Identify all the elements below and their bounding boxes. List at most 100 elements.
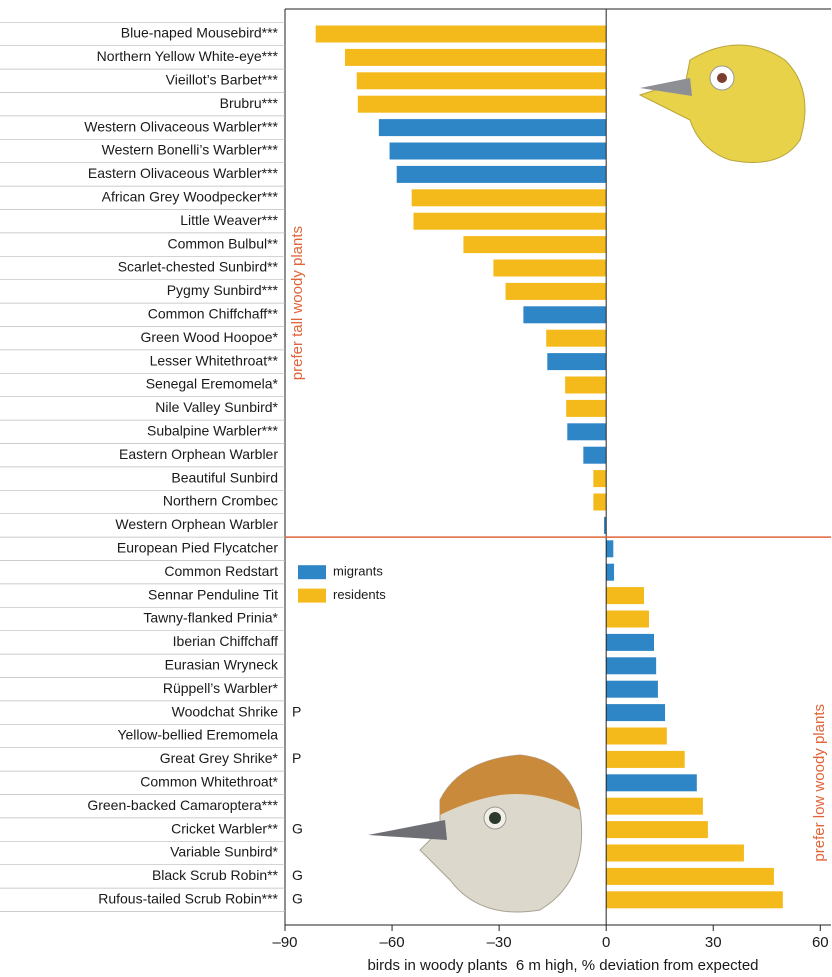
row-note: P [292,703,301,719]
bar [606,891,783,908]
bar [606,657,656,674]
category-label: Beautiful Sunbird [171,469,278,485]
category-label: Subalpine Warbler*** [147,423,279,439]
bar [606,751,685,768]
page: Blue-naped Mousebird*** Northern Yellow W… [0,0,832,977]
bar [493,260,606,277]
category-label: Western Orphean Warbler [115,516,278,532]
bar [566,400,606,417]
bar [606,821,708,838]
x-tick-label: –60 [380,934,405,951]
bar [345,49,606,66]
row-note: G [292,820,303,836]
bar [357,72,606,89]
category-label: Western Olivaceous Warbler*** [84,118,278,134]
annotation: prefer tall woody plants [289,226,306,380]
bar [606,798,703,815]
category-label: Common Whitethroat* [140,774,278,790]
category-label: Eurasian Wryneck [165,657,279,673]
bar [547,353,606,370]
bar [358,96,606,113]
chart: Blue-naped Mousebird*** Northern Yellow W… [0,0,832,977]
category-label: Lesser Whitethroat** [150,352,279,368]
bar [397,166,606,183]
bar [606,728,667,745]
bird-illustration-top [640,45,805,163]
bar [567,423,606,440]
x-tick-label: –30 [487,934,512,951]
category-label: Common Bulbul** [168,235,279,251]
category-label: Blue-naped Mousebird*** [121,25,279,41]
bar [606,681,658,698]
bar [412,189,606,206]
category-label: Rüppell’s Warbler* [163,680,279,696]
category-label: Little Weaver*** [180,212,278,228]
bar [606,868,774,885]
bar [606,564,614,581]
legend-swatch [298,565,326,579]
bar [606,540,613,557]
bird-eye [489,812,501,824]
category-label: Common Chiffchaff** [148,306,279,322]
category-label: African Grey Woodpecker*** [102,189,279,205]
category-label: Pygmy Sunbird*** [167,282,279,298]
category-label: Green Wood Hoopoe* [141,329,279,345]
bar [593,494,606,511]
category-label: Rufous-tailed Scrub Robin*** [98,891,278,907]
bar [593,470,606,487]
bar [606,774,697,791]
category-label: Senegal Eremomela* [146,376,279,392]
bar [413,213,606,230]
bar [390,143,607,160]
bar [565,377,606,394]
bird-head [640,45,805,163]
bird-illustration-bottom [368,755,582,912]
category-label: Eastern Olivaceous Warbler*** [88,165,279,181]
category-label: Cricket Warbler** [171,820,278,836]
row-note: P [292,750,301,766]
category-label: Woodchat Shrike [172,703,279,719]
category-label: Western Bonelli’s Warbler*** [102,142,279,158]
row-note: G [292,867,303,883]
category-label: Green-backed Camaroptera*** [87,797,278,813]
bar [546,330,606,347]
category-label: Northern Yellow White-eye*** [97,48,279,64]
category-label: Black Scrub Robin** [152,867,279,883]
category-label: Tawny-flanked Prinia* [143,610,278,626]
bird-eye [717,73,727,83]
category-label: Vieillot’s Barbet*** [166,72,279,88]
bar [606,704,665,721]
category-label: Nile Valley Sunbird* [155,399,278,415]
category-label: Brubru*** [220,95,279,111]
bar [606,634,654,651]
bar [316,26,606,43]
bar [606,611,649,628]
bar [379,119,606,136]
category-label: Variable Sunbird* [170,844,278,860]
x-tick-label: 30 [705,934,722,951]
annotation: prefer low woody plants [811,704,828,862]
bar [523,306,606,323]
x-tick-label: 0 [602,934,610,951]
x-tick-label: –90 [272,934,297,951]
category-label: Eastern Orphean Warbler [119,446,278,462]
category-label: Great Grey Shrike* [160,750,279,766]
category-label: European Pied Flycatcher [117,540,278,556]
x-axis-label: birds in woody plants 6 m high, % deviat… [367,957,758,974]
category-label: Sennar Penduline Tit [148,586,278,602]
category-label: Common Redstart [164,563,278,579]
category-label: Iberian Chiffchaff [173,633,278,649]
category-label: Northern Crombec [163,493,278,509]
bar [583,447,606,464]
category-label: Yellow-bellied Eremomela [117,727,278,743]
x-tick-label: 60 [812,934,829,951]
row-note: G [292,891,303,907]
legend-label: migrants [333,564,383,579]
bar [463,236,606,253]
bar [606,587,644,604]
legend-swatch [298,589,326,603]
bird-beak [368,820,447,840]
category-label: Scarlet-chested Sunbird** [118,259,279,275]
bar [606,845,744,862]
legend-label: residents [333,587,386,602]
